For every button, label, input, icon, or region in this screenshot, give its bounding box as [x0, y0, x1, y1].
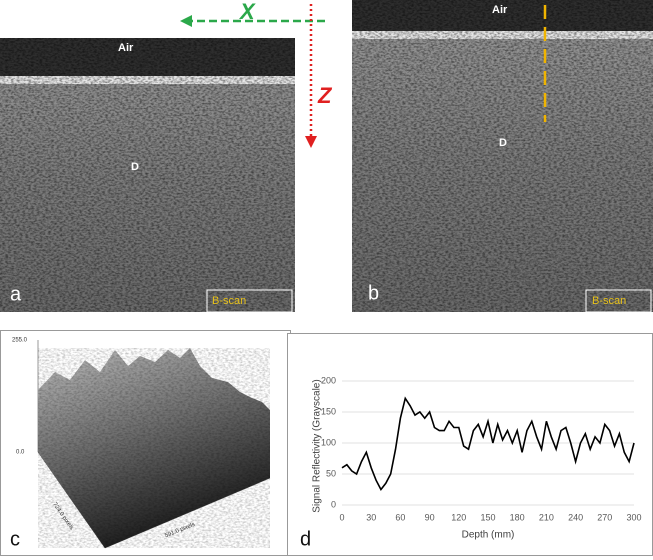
speckle	[352, 0, 653, 312]
z-label: Z	[317, 83, 333, 108]
y-tick-label: 150	[321, 406, 336, 416]
panel-letter: d	[300, 528, 311, 550]
x-tick-label: 0	[339, 512, 344, 522]
bscan-box	[206, 289, 293, 313]
x-tick-label: 60	[395, 512, 405, 522]
panel-letter: c	[10, 528, 20, 550]
z-arrowhead	[305, 136, 317, 148]
x-arrowhead	[180, 15, 192, 27]
panel-c: 255.0 0.0 724.0 pixels 591.0 pixels c	[0, 330, 291, 556]
z-min-label: 0.0	[16, 450, 25, 456]
x-tick-label: 150	[480, 512, 495, 522]
y-tick-label: 200	[321, 375, 336, 385]
x-axis-title: Depth (mm)	[462, 530, 515, 541]
air-label: Air	[492, 4, 508, 16]
data-line	[341, 396, 635, 491]
y-tick-label: 50	[326, 468, 336, 478]
bscan-label: B-scan	[592, 295, 626, 307]
tissue-label: D	[499, 137, 507, 149]
x-tick-label: 180	[510, 512, 525, 522]
surface-texture	[38, 348, 270, 548]
panel-letter: b	[368, 282, 379, 304]
x-tick-label: 300	[626, 512, 641, 522]
axis-arrows: X Z	[180, 0, 333, 148]
x-tick-label: 270	[597, 512, 612, 522]
x-tick-label: 120	[451, 512, 466, 522]
y-tick-label: 0	[331, 499, 336, 509]
panel-d: Signal Reflectivity (Grayscale) Depth (m…	[287, 333, 653, 556]
x-tick-label: 90	[425, 512, 435, 522]
bscan-box	[585, 289, 652, 313]
x-label: X	[238, 0, 256, 24]
air-label: Air	[118, 42, 134, 54]
panel-letter: a	[10, 283, 22, 305]
tissue-label: D	[131, 161, 139, 173]
x-tick-label: 240	[568, 512, 583, 522]
y-tick-label: 100	[321, 437, 336, 447]
x-tick-label: 210	[539, 512, 554, 522]
panel-a: Air D a B-scan	[0, 38, 295, 313]
bscan-label: B-scan	[212, 295, 246, 307]
panel-b: Air D b B-scan	[352, 0, 653, 313]
speckle	[0, 38, 295, 312]
x-tick-label: 30	[366, 512, 376, 522]
z-max-label: 255.0	[12, 338, 28, 344]
y-axis-title: Signal Reflectivity (Grayscale)	[312, 379, 323, 512]
